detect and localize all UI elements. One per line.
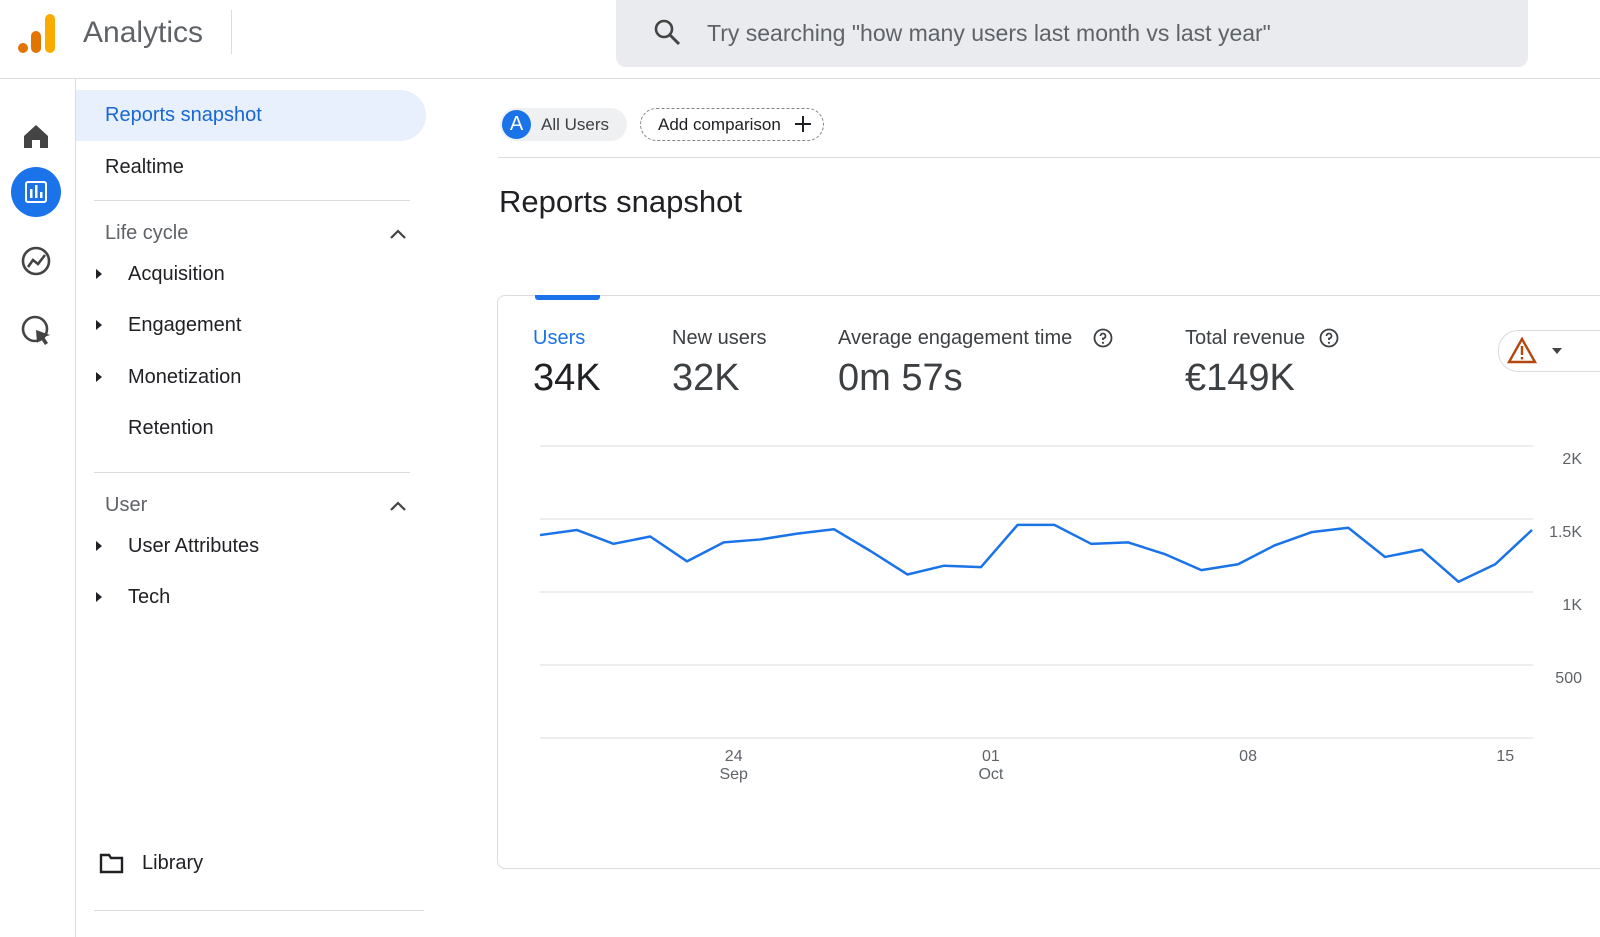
search-box[interactable] — [616, 0, 1528, 67]
expand-arrow — [96, 371, 102, 382]
expand-arrow — [96, 320, 102, 331]
nav-section[interactable]: User — [105, 494, 148, 516]
explore-icon[interactable] — [21, 246, 51, 276]
x-tick-label: 01 Oct — [978, 748, 1003, 783]
folder-icon — [99, 853, 124, 874]
metric-label[interactable]: New users — [672, 327, 767, 349]
top-bar — [0, 0, 1600, 79]
metric-value: 0m 57s — [838, 357, 963, 399]
y-tick-label: 1K — [1562, 597, 1582, 614]
nav-item[interactable]: User Attributes — [128, 535, 260, 557]
segment-name: All Users — [541, 115, 610, 134]
divider — [94, 910, 424, 911]
metric-value: €149K — [1185, 357, 1295, 399]
x-tick-label: 08 — [1239, 748, 1257, 765]
y-tick-label: 2K — [1562, 451, 1582, 468]
nav-item[interactable]: Retention — [128, 416, 214, 439]
search-placeholder: Try searching "how many users last month… — [707, 20, 1271, 46]
warning-icon — [1506, 336, 1562, 364]
app-title: Analytics — [83, 16, 204, 49]
expand-arrow — [96, 269, 102, 279]
metric-label[interactable]: Total revenue — [1185, 327, 1306, 349]
nav-active-bg — [76, 90, 426, 141]
warning-button[interactable] — [1498, 330, 1600, 372]
metric-value: 34K — [533, 357, 601, 399]
add-comparison: Add comparison — [658, 115, 781, 134]
divider — [94, 200, 410, 201]
advertising-icon[interactable] — [21, 315, 49, 343]
chevron-up — [390, 229, 406, 239]
nav-item[interactable]: Reports snapshot — [105, 104, 262, 126]
x-tick-label: 15 — [1496, 748, 1514, 765]
chevron-up — [390, 501, 406, 511]
nav-item[interactable]: Monetization — [128, 365, 242, 388]
logo — [18, 14, 55, 53]
y-tick-label: 500 — [1555, 670, 1582, 687]
x-tick-label: 24 Sep — [719, 748, 748, 783]
home-icon[interactable] — [24, 125, 48, 148]
y-tick-label: 1.5K — [1549, 524, 1582, 541]
metric-value: 32K — [672, 357, 740, 399]
help-icon — [1093, 328, 1113, 348]
metric-label[interactable]: Users — [533, 327, 586, 349]
nav-library[interactable]: Library — [142, 852, 204, 874]
rail-icons — [11, 125, 61, 345]
divider — [94, 472, 410, 473]
divider — [498, 157, 1600, 158]
metric-label[interactable]: Average engagement time — [838, 327, 1073, 349]
help-icon — [1319, 328, 1339, 348]
add-comparison-chip[interactable] — [640, 108, 824, 141]
nav-item[interactable]: Acquisition — [128, 263, 225, 285]
active-tab-indicator — [535, 295, 600, 300]
expand-arrow — [96, 541, 102, 551]
page-title: Reports snapshot — [499, 184, 742, 219]
icon-rail — [0, 79, 76, 937]
card — [497, 295, 1600, 869]
divider — [231, 10, 232, 54]
nav-item[interactable]: Tech — [128, 586, 171, 609]
expand-arrow — [96, 592, 102, 603]
series-line — [539, 523, 1533, 584]
nav-section[interactable]: Life cycle — [105, 222, 189, 244]
segment-badge: A — [502, 110, 531, 139]
plus-icon — [795, 116, 811, 132]
nav-item[interactable]: Engagement — [128, 314, 242, 337]
search-icon — [654, 19, 681, 46]
nav-item[interactable]: Realtime — [105, 156, 184, 178]
